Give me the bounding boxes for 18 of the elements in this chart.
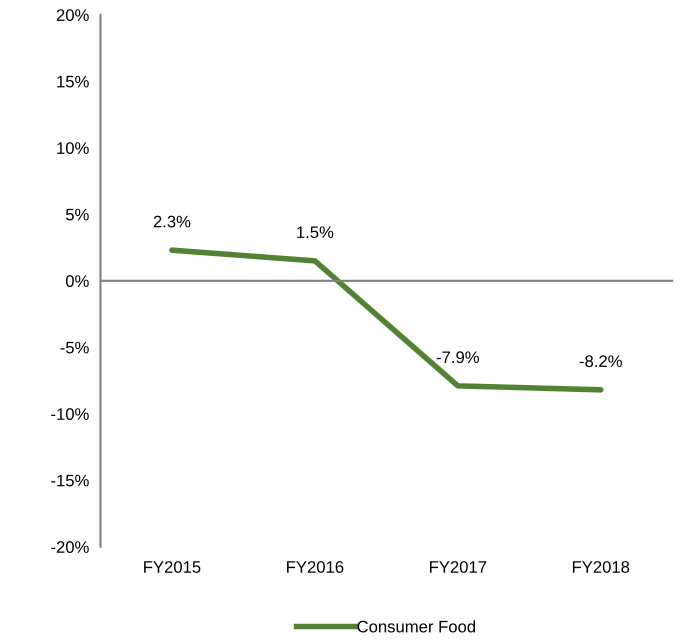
x-tick-label: FY2016 [287, 561, 344, 573]
y-tick-label: -15% [51, 474, 89, 486]
data-label: 1.5% [297, 226, 334, 238]
y-tick-label: 15% [57, 76, 89, 88]
y-tick-label: -20% [51, 541, 89, 553]
data-label: -7.9% [436, 351, 479, 364]
y-tick-label: 5% [66, 208, 89, 220]
y-tick-label: 0% [66, 275, 89, 287]
x-tick-label: FY2017 [430, 561, 486, 573]
y-tick-label: -5% [60, 342, 89, 354]
y-tick-label: 10% [57, 142, 89, 154]
y-tick-label: 20% [56, 9, 89, 22]
x-tick-label: FY2018 [572, 561, 630, 573]
x-tick-label: FY2015 [144, 561, 200, 573]
data-label: 2.3% [154, 216, 190, 228]
data-label: -8.2% [580, 355, 622, 368]
legend-label: Consumer Food [357, 620, 476, 633]
y-tick-label: -10% [51, 408, 89, 420]
